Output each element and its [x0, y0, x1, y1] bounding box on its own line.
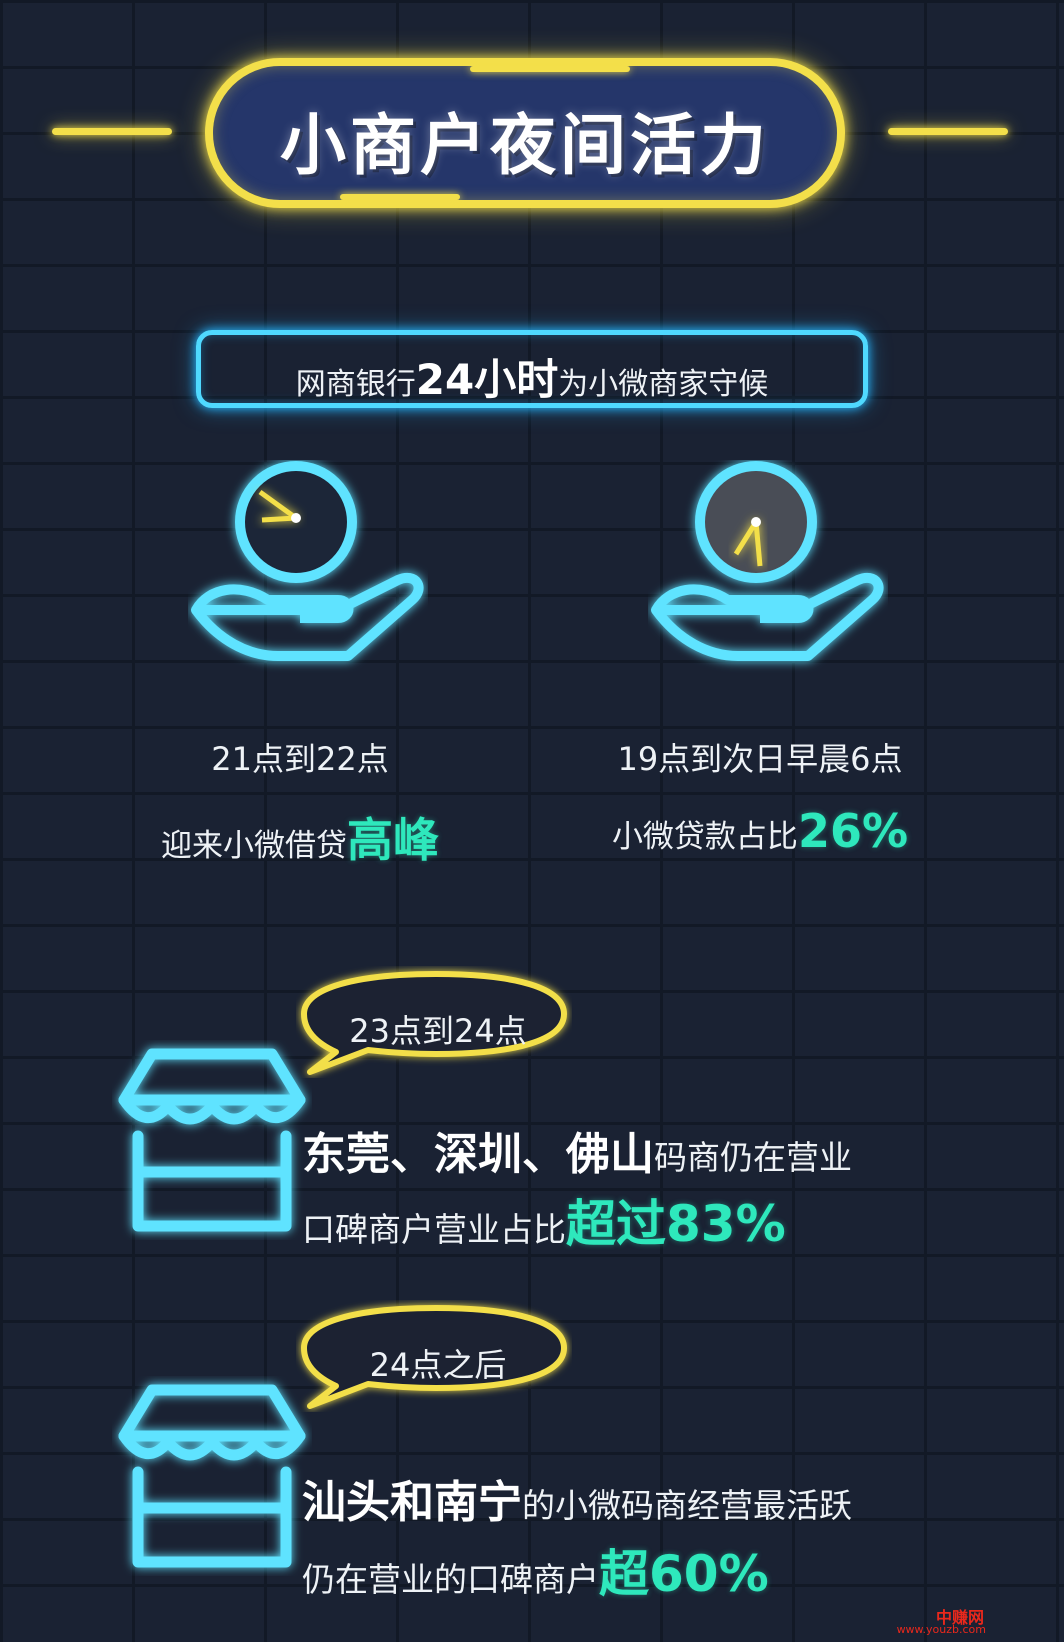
title-right-line: [888, 128, 1008, 135]
subtitle-prefix: 网商银行: [295, 367, 416, 402]
store-line-rest: 的小微码商经营最活跃: [522, 1486, 852, 1525]
title-frame-accent-bottom: [340, 194, 460, 200]
stat-time-1: 21点到22点: [211, 740, 389, 778]
store-line-text: 仍在营业的口碑商户: [302, 1560, 599, 1599]
stat-highlight: 高峰: [347, 813, 439, 867]
bubble-text-2: 24点之后: [369, 1346, 507, 1384]
title-frame-accent-top: [470, 66, 630, 72]
subtitle-highlight: 24小时: [415, 355, 559, 404]
page-title: 小商户夜间活力: [280, 107, 770, 184]
stat-highlight: 26%: [797, 804, 909, 858]
stat-label-2: 小微贷款占比26%: [560, 804, 960, 858]
store-line-highlight: 超60%: [599, 1545, 769, 1603]
bubble-text-1: 23点到24点: [349, 1012, 527, 1050]
subtitle-frame: [196, 330, 868, 408]
store-line-2b: 仍在营业的口碑商户超60%: [302, 1534, 769, 1606]
store-line-1a: 东莞、深圳、佛山码商仍在营业: [302, 1118, 852, 1182]
watermark-name: 中赚网: [935, 1608, 984, 1627]
store-line-highlight: 超过83%: [566, 1195, 786, 1253]
title-frame: [205, 58, 845, 208]
stat-label-1: 迎来小微借贷高峰: [90, 804, 510, 870]
city-names: 东莞、深圳、佛山: [302, 1129, 654, 1180]
speech-bubble-2: [301, 1305, 567, 1409]
stat-label-text: 迎来小微借贷: [161, 828, 347, 864]
store-line-text: 口碑商户营业占比: [302, 1210, 566, 1249]
store-line-1b: 口碑商户营业占比超过83%: [302, 1184, 786, 1256]
subtitle-suffix: 为小微商家守候: [558, 367, 769, 402]
stat-time-2: 19点到次日早晨6点: [617, 740, 903, 778]
store-line-rest: 码商仍在营业: [654, 1138, 852, 1177]
city-names: 汕头和南宁: [302, 1477, 522, 1528]
store-line-2a: 汕头和南宁的小微码商经营最活跃: [302, 1466, 852, 1530]
night-clock-in-hand-icon: [651, 461, 884, 661]
storefront-icon: [118, 1384, 306, 1568]
stat-label-text: 小微贷款占比: [611, 819, 798, 855]
storefront-icon: [118, 1048, 306, 1232]
subtitle: 网商银行24小时为小微商家守候: [196, 346, 868, 407]
speech-bubble-1: [301, 971, 567, 1075]
title-left-line: [52, 128, 172, 135]
watermark-url: www.youzb.com: [896, 1623, 986, 1636]
clock-in-hand-icon: [191, 461, 424, 661]
